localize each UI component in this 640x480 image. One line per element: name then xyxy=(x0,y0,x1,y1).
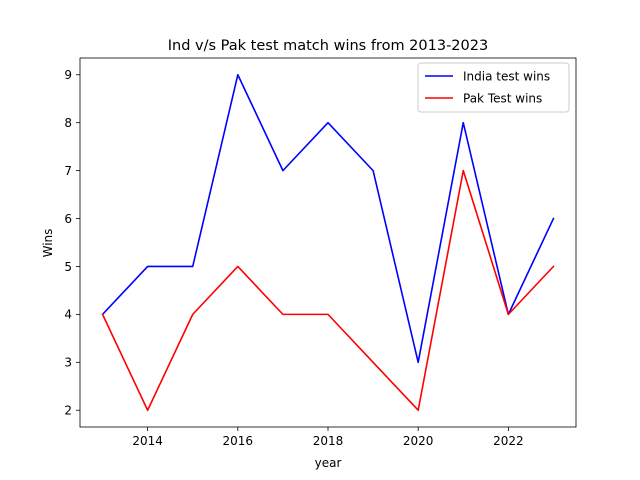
x-tick-label-2014: 2014 xyxy=(132,434,163,448)
legend-box xyxy=(417,62,570,113)
y-tick-label-2: 2 xyxy=(64,404,72,418)
legend: India test wins Pak Test wins xyxy=(417,62,570,113)
x-tick-label-2016: 2016 xyxy=(223,434,254,448)
series-line-2 xyxy=(101,169,555,412)
legend-label-1: India test wins xyxy=(463,69,550,83)
x-tick-label-2022: 2022 xyxy=(493,434,524,448)
y-tick-label-3: 3 xyxy=(64,356,72,370)
x-tick-label-2020: 2020 xyxy=(403,434,434,448)
y-tick-label-4: 4 xyxy=(64,308,72,322)
y-tick-label-8: 8 xyxy=(64,116,72,130)
y-tick-label-9: 9 xyxy=(64,68,72,82)
y-tick-label-7: 7 xyxy=(64,164,72,178)
series-line-1 xyxy=(101,73,555,364)
y-axis-label: Wins xyxy=(41,229,55,258)
legend-label-2: Pak Test wins xyxy=(463,91,542,105)
y-tick-label-6: 6 xyxy=(64,212,72,226)
plot-frame xyxy=(79,57,577,428)
chart-title: Ind v/s Pak test match wins from 2013-20… xyxy=(168,38,488,54)
x-axis-label: year xyxy=(315,456,342,470)
plot-area: 2014 2016 2018 2020 2022 2 3 4 5 6 7 8 9 xyxy=(64,57,577,448)
y-tick-label-5: 5 xyxy=(64,260,72,274)
x-tick-label-2018: 2018 xyxy=(313,434,344,448)
